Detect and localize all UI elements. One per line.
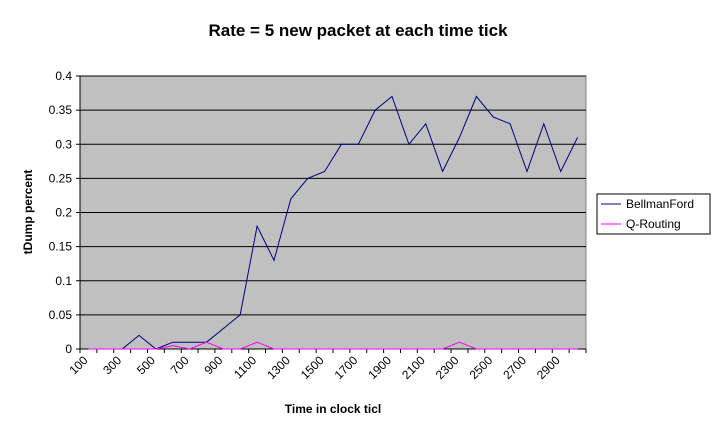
- x-tick-label: 100: [66, 353, 90, 377]
- y-tick-label: 0.1: [55, 274, 72, 288]
- x-tick-label: 2300: [433, 353, 462, 382]
- x-tick-label: 2700: [500, 353, 529, 382]
- legend-box: [596, 193, 711, 235]
- y-tick-label: 0.15: [49, 240, 73, 254]
- series-line-q-routing: [88, 341, 578, 350]
- x-tick-label: 900: [201, 353, 225, 377]
- y-axis-ticks: 0 0.05 0.1 0.15 0.2 0.25 0.3 0.35 0.4: [49, 69, 80, 356]
- y-tick-label: 0: [65, 342, 72, 356]
- series-line-bellmanford: [88, 95, 579, 350]
- y-tick-label: 0.2: [55, 206, 72, 220]
- legend-label: Q-Routing: [626, 217, 681, 231]
- x-tick-label: 700: [168, 353, 192, 377]
- chart-title: Rate = 5 new packet at each time tick: [208, 21, 508, 40]
- x-tick-label: 2500: [467, 353, 496, 382]
- y-tick-label: 0.35: [49, 103, 73, 117]
- x-axis-ticks: 100 300 500 700 900 1100 1300 1500 1700 1900 2100 2…: [66, 349, 587, 382]
- x-tick-label: 1700: [332, 353, 361, 382]
- y-tick-label: 0.4: [55, 69, 72, 83]
- y-tick-label: 0.05: [49, 308, 73, 322]
- series-lines: [88, 95, 579, 350]
- y-axis-label: tDump percent: [21, 170, 35, 255]
- x-tick-label: 2100: [399, 353, 428, 382]
- x-tick-label: 2900: [534, 353, 563, 382]
- x-tick-label: 1500: [298, 353, 327, 382]
- y-tick-label: 0.3: [55, 137, 72, 151]
- x-tick-label: 1100: [231, 353, 259, 381]
- x-tick-label: 1900: [365, 353, 394, 382]
- legend: BellmanFord Q-Routing: [596, 193, 711, 235]
- x-tick-label: 500: [134, 353, 158, 377]
- y-tick-label: 0.25: [49, 171, 73, 185]
- x-tick-label: 1300: [264, 353, 293, 382]
- legend-label: BellmanFord: [626, 197, 694, 211]
- gridlines: [80, 75, 586, 316]
- x-axis-label: Time in clock ticl: [285, 402, 381, 416]
- x-tick-label: 300: [100, 353, 124, 377]
